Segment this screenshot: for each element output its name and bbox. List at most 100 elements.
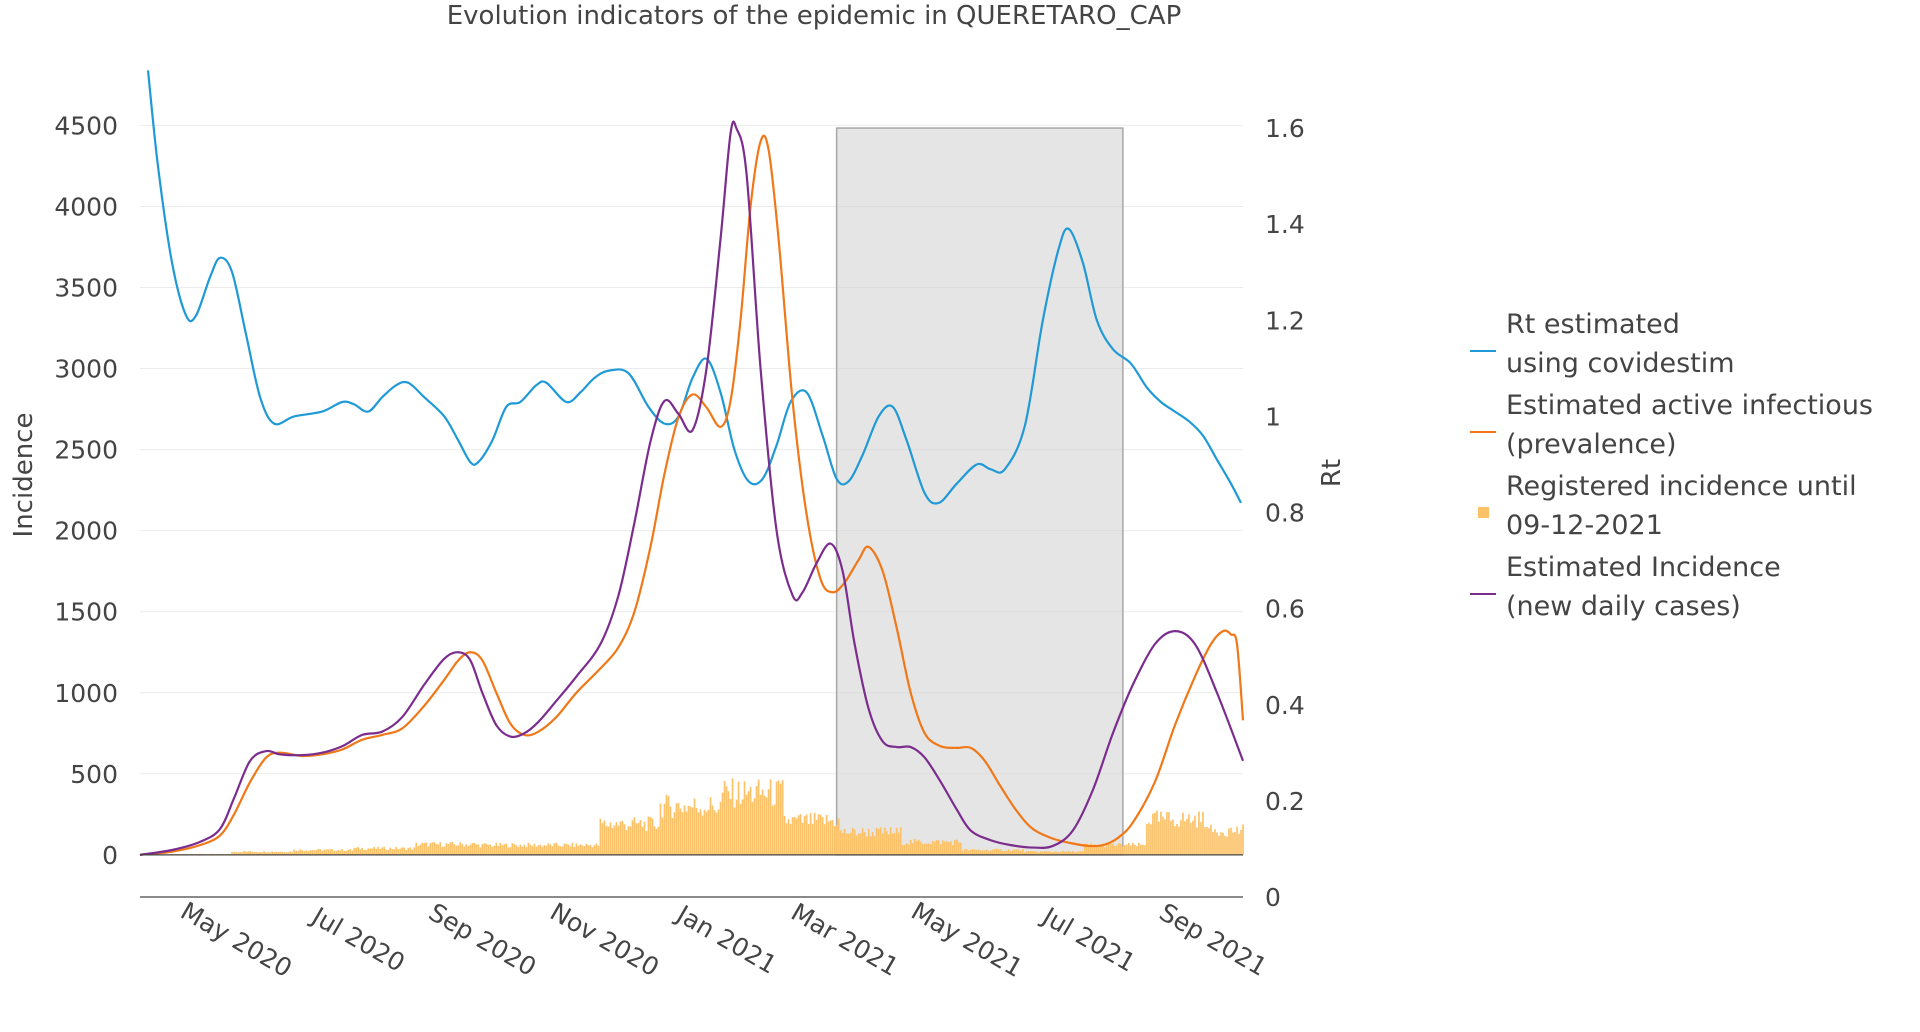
legend-label: using covidestim bbox=[1506, 348, 1735, 379]
x-tick-label: Sep 2020 bbox=[424, 897, 541, 981]
bar bbox=[965, 849, 968, 855]
bar bbox=[417, 845, 420, 855]
shaded-region bbox=[835, 127, 1124, 856]
bar bbox=[1007, 849, 1010, 855]
bar bbox=[649, 816, 652, 855]
bar bbox=[637, 822, 640, 855]
bar bbox=[1108, 843, 1110, 855]
bar bbox=[365, 849, 368, 855]
bar bbox=[731, 778, 734, 855]
bar bbox=[431, 842, 434, 855]
bar bbox=[359, 849, 362, 855]
bar bbox=[827, 821, 830, 855]
bar bbox=[1021, 848, 1024, 855]
bar bbox=[363, 849, 366, 855]
bar bbox=[493, 845, 496, 855]
bar bbox=[1150, 824, 1152, 855]
bar bbox=[611, 828, 614, 855]
legend: Rt estimated using covidestim Estimated ac… bbox=[1470, 309, 1873, 622]
bar bbox=[317, 848, 320, 855]
bar bbox=[1011, 849, 1014, 855]
bar bbox=[553, 843, 556, 855]
bar bbox=[475, 844, 478, 855]
bar bbox=[1166, 811, 1168, 855]
bar bbox=[341, 848, 344, 855]
bar bbox=[717, 809, 720, 855]
bar bbox=[995, 848, 998, 855]
bar bbox=[625, 830, 628, 855]
bar bbox=[747, 791, 750, 855]
bar bbox=[527, 842, 530, 855]
bar bbox=[1017, 849, 1020, 855]
bar bbox=[957, 842, 960, 855]
legend-label: Estimated active infectious bbox=[1506, 390, 1873, 421]
bar bbox=[887, 834, 890, 855]
y-tick-label: 500 bbox=[70, 760, 118, 789]
bar bbox=[951, 844, 954, 855]
bar bbox=[451, 841, 454, 855]
bar bbox=[941, 840, 944, 855]
bar bbox=[979, 850, 982, 855]
bar bbox=[583, 846, 586, 855]
bar bbox=[377, 846, 380, 855]
bar bbox=[947, 842, 950, 855]
bar bbox=[469, 844, 472, 855]
bar bbox=[511, 843, 514, 855]
bar bbox=[597, 845, 600, 855]
bar bbox=[247, 851, 249, 855]
bar bbox=[1184, 821, 1186, 855]
bar bbox=[333, 850, 336, 855]
bar bbox=[669, 806, 672, 855]
y-tick-label: 1000 bbox=[54, 679, 118, 708]
bar bbox=[831, 819, 834, 855]
bar bbox=[603, 820, 606, 855]
bar bbox=[503, 844, 506, 855]
bar bbox=[571, 842, 574, 855]
bar bbox=[513, 844, 516, 855]
shaded-period bbox=[835, 127, 1124, 856]
y2-tick-label: 0 bbox=[1265, 883, 1281, 912]
y-tick-label: 1500 bbox=[54, 598, 118, 627]
bar bbox=[549, 844, 552, 855]
bar bbox=[567, 844, 570, 855]
bar bbox=[585, 843, 588, 855]
bar bbox=[821, 817, 824, 855]
bar bbox=[1142, 844, 1144, 855]
bar bbox=[923, 843, 926, 855]
bar bbox=[367, 848, 370, 855]
bar bbox=[1088, 845, 1090, 855]
bar bbox=[873, 836, 876, 855]
bar bbox=[955, 839, 958, 855]
bar bbox=[1001, 851, 1004, 855]
bar bbox=[713, 810, 716, 855]
bar bbox=[557, 845, 560, 855]
bar bbox=[447, 844, 450, 855]
bar bbox=[1200, 822, 1202, 855]
bar bbox=[659, 803, 662, 855]
bar bbox=[891, 833, 894, 855]
bar bbox=[1019, 850, 1022, 855]
bar bbox=[881, 833, 884, 855]
bar bbox=[351, 850, 354, 855]
bar bbox=[593, 845, 596, 855]
bar bbox=[399, 848, 402, 855]
bar bbox=[931, 840, 934, 855]
bar bbox=[267, 852, 269, 855]
bar bbox=[1114, 846, 1116, 855]
bar bbox=[589, 845, 592, 855]
bar bbox=[273, 852, 275, 855]
bar bbox=[1222, 832, 1224, 855]
bar bbox=[1156, 810, 1158, 855]
bar bbox=[627, 826, 630, 855]
bar bbox=[537, 845, 540, 855]
bar bbox=[909, 839, 912, 855]
bar bbox=[843, 828, 846, 855]
bar bbox=[1120, 843, 1122, 855]
bar bbox=[1102, 843, 1104, 855]
bar bbox=[1090, 843, 1092, 855]
bar bbox=[529, 844, 532, 855]
bar bbox=[1073, 852, 1076, 855]
bar bbox=[631, 820, 634, 855]
bar bbox=[689, 806, 692, 855]
